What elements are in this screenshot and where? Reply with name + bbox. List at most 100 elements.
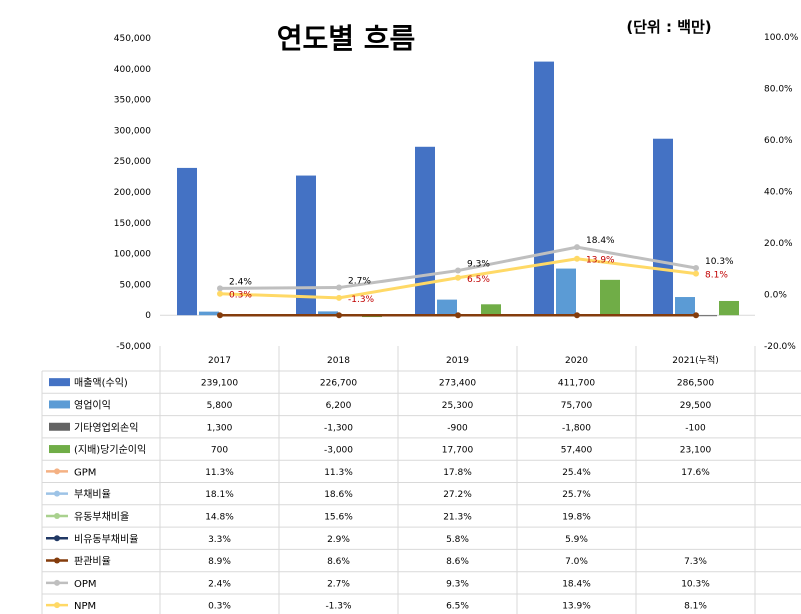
y-left-tick-label: -50,000	[116, 342, 151, 352]
legend-key-marker	[54, 512, 60, 519]
row-label: NPM	[74, 601, 96, 612]
table-cell: 23,100	[680, 446, 712, 456]
npm-data-label: 0.3%	[229, 291, 252, 301]
line-marker	[217, 285, 223, 292]
line-marker	[693, 264, 699, 271]
y-left-tick-label: 300,000	[114, 126, 151, 136]
opm-data-label: 2.7%	[348, 277, 371, 287]
line-marker	[336, 284, 342, 291]
line-marker	[574, 312, 580, 319]
y-left-tick-label: 350,000	[114, 96, 151, 106]
row-label: 비유동부채비율	[74, 533, 138, 545]
y-left-tick-label: 100,000	[114, 250, 151, 260]
table-cell: -900	[447, 423, 468, 433]
table-cell: 8.6%	[446, 557, 469, 567]
table-cell: 18.1%	[205, 490, 234, 500]
opm-data-label: 10.3%	[705, 257, 734, 267]
chart-title: 연도별 흐름	[277, 22, 416, 55]
table-cell: 18.4%	[562, 579, 591, 589]
y-right-tick-label: 60.0%	[764, 136, 793, 146]
row-label: GPM	[74, 467, 96, 478]
table-cell: 27.2%	[443, 490, 472, 500]
npm-data-label: -1.3%	[348, 295, 375, 305]
table-cell: 25.7%	[562, 490, 591, 500]
y-left-tick-label: 50,000	[120, 280, 152, 290]
bar-series-1-2017	[199, 311, 219, 316]
legend-key-bar	[49, 378, 70, 387]
y-right-tick-label: 80.0%	[764, 85, 793, 95]
category-label: 2017	[208, 356, 231, 366]
npm-data-label: 6.5%	[467, 275, 490, 285]
legend-key-bar	[49, 445, 70, 454]
table-cell: 9.3%	[446, 579, 469, 589]
table-cell: 18.6%	[324, 490, 353, 500]
bar-series-0-2018	[296, 175, 316, 316]
legend-key-bar	[49, 422, 70, 431]
bar-series-1-2020	[556, 268, 576, 316]
table-cell: 7.3%	[684, 557, 707, 567]
y-left-tick-label: 400,000	[114, 65, 151, 75]
line-marker	[574, 255, 580, 262]
category-label: 2019	[446, 356, 469, 366]
legend-key-bar	[49, 400, 70, 409]
table-cell: 14.8%	[205, 512, 234, 522]
table-cell: 17.6%	[681, 468, 710, 478]
table-cell: -1.3%	[325, 602, 352, 612]
row-label: 영업이익	[74, 398, 111, 411]
table-cell: 6,200	[326, 401, 352, 411]
bar-series-3-2021	[719, 300, 739, 316]
row-label: 유동부채비율	[74, 511, 129, 523]
table-cell: 8.6%	[327, 557, 350, 567]
y-right-tick-label: 100.0%	[764, 33, 799, 43]
opm-data-label: 9.3%	[467, 260, 490, 270]
table-cell: 5,800	[207, 401, 233, 411]
line-marker	[693, 312, 699, 319]
line-marker	[455, 312, 461, 319]
bar-series-3-2020	[600, 279, 620, 316]
table-cell: 5.9%	[565, 535, 588, 545]
table-cell: 2.9%	[327, 535, 350, 545]
legend-key-marker	[54, 602, 60, 609]
table-cell: 15.6%	[324, 512, 353, 522]
table-cell: 0.3%	[208, 602, 231, 612]
y-left-tick-label: 150,000	[114, 219, 151, 229]
bar-series-0-2019	[415, 146, 435, 316]
line-marker	[217, 312, 223, 319]
row-label: 기타영업외손익	[74, 421, 138, 434]
table-cell: 700	[211, 446, 228, 456]
y-left-tick-label: 450,000	[114, 34, 151, 44]
table-cell: 75,700	[561, 401, 593, 411]
table-cell: 29,500	[680, 401, 712, 411]
table-cell: 13.9%	[562, 602, 591, 612]
row-label: 판관비율	[74, 556, 111, 568]
category-label: 2018	[327, 356, 350, 366]
legend-key-marker	[54, 557, 60, 564]
opm-data-label: 2.4%	[229, 277, 252, 287]
legend-key-marker	[54, 490, 60, 497]
category-label: 2020	[565, 356, 588, 366]
table-cell: -100	[685, 423, 706, 433]
row-label: (지배)당기순이익	[74, 444, 146, 456]
line-marker	[336, 312, 342, 319]
table-cell: 226,700	[320, 379, 357, 389]
bar-series-1-2018	[318, 311, 338, 316]
table-cell: 286,500	[677, 379, 714, 389]
table-cell: -3,000	[324, 446, 353, 456]
legend-key-marker	[54, 579, 60, 586]
table-cell: 411,700	[558, 379, 595, 389]
npm-data-label: 13.9%	[586, 256, 615, 266]
table-cell: 2.7%	[327, 579, 350, 589]
y-right-tick-label: 0.0%	[764, 291, 787, 301]
opm-data-label: 18.4%	[586, 236, 615, 246]
table-cell: 8.9%	[208, 557, 231, 567]
table-cell: 1,300	[207, 423, 233, 433]
bar-series-2-2021	[697, 315, 717, 317]
y-right-tick-label: 20.0%	[764, 239, 793, 249]
y-left-tick-label: 200,000	[114, 188, 151, 198]
table-cell: 17.8%	[443, 468, 472, 478]
table-cell: 21.3%	[443, 512, 472, 522]
table-cell: -1,300	[324, 423, 353, 433]
bar-series-3-2019	[481, 304, 501, 316]
line-marker	[693, 270, 699, 277]
bar-series-0-2021	[653, 138, 673, 316]
